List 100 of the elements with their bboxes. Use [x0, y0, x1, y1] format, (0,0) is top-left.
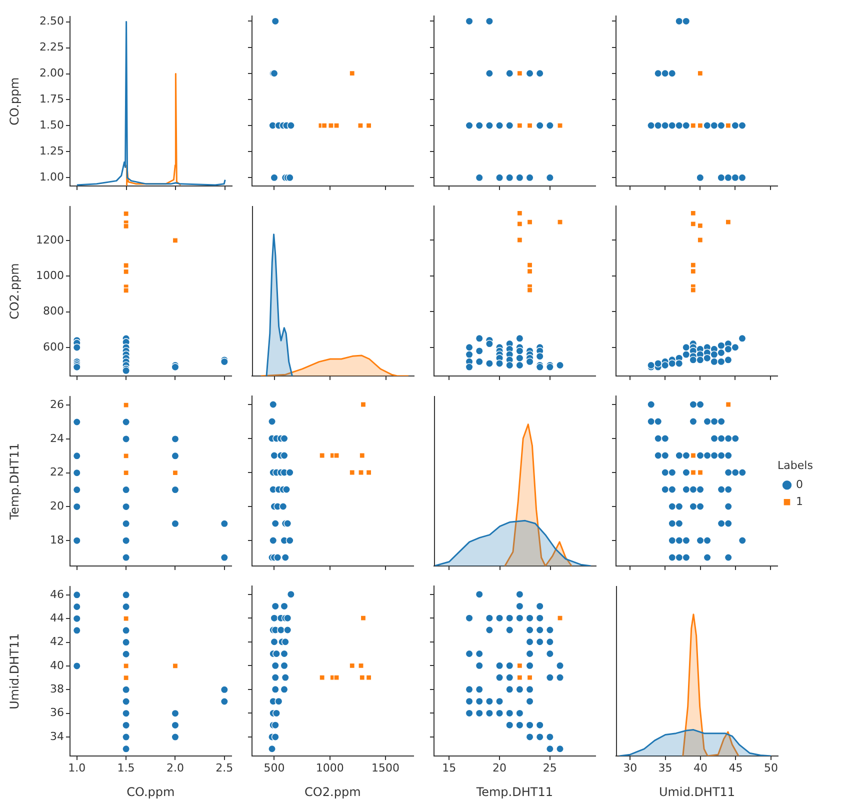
point: [286, 590, 295, 598]
point: [696, 356, 704, 364]
point: [682, 350, 690, 358]
point: [485, 69, 494, 78]
point: [358, 122, 364, 128]
point: [526, 174, 534, 182]
point: [271, 602, 280, 610]
y-tick-label: 20: [50, 500, 64, 513]
point: [546, 626, 554, 634]
point: [654, 122, 662, 130]
point: [123, 288, 129, 294]
point: [689, 356, 698, 364]
point: [286, 122, 295, 130]
point: [334, 674, 340, 680]
point: [280, 602, 288, 610]
point: [696, 486, 704, 494]
x-axis-title: Umid.DHT11: [658, 784, 736, 799]
y-tick-label: 26: [50, 398, 64, 411]
point: [506, 361, 514, 370]
point: [647, 122, 656, 130]
y-tick-label: 1.50: [40, 118, 64, 132]
point: [546, 674, 554, 682]
point: [682, 468, 690, 476]
point: [526, 674, 533, 680]
point: [72, 590, 81, 599]
y-tick-label: 36: [50, 706, 64, 720]
point: [485, 340, 494, 348]
point: [122, 638, 130, 646]
point: [72, 418, 81, 426]
point: [682, 554, 690, 562]
point: [516, 602, 524, 610]
point: [271, 685, 280, 694]
point: [122, 698, 130, 706]
point: [526, 662, 534, 670]
point: [516, 361, 524, 370]
point: [122, 590, 130, 599]
point: [281, 638, 290, 646]
point: [220, 554, 228, 562]
point: [668, 486, 676, 494]
point: [738, 122, 746, 130]
point: [668, 69, 676, 78]
x-tick-label: 45: [728, 761, 743, 774]
point: [731, 468, 740, 476]
x-tick-label: 1500: [371, 761, 400, 774]
y-tick-label: 1.25: [40, 144, 64, 158]
point: [475, 122, 484, 130]
point: [556, 361, 564, 370]
point: [724, 502, 732, 510]
point: [703, 354, 712, 362]
point: [526, 638, 534, 646]
x-tick-label: 2.0: [166, 761, 184, 774]
point: [496, 174, 504, 182]
y-tick-label: 34: [50, 730, 64, 743]
point: [122, 602, 130, 611]
point: [269, 536, 278, 544]
point: [675, 122, 684, 130]
point: [668, 554, 676, 562]
point: [516, 709, 524, 718]
point: [274, 554, 282, 562]
point: [72, 662, 81, 670]
point: [717, 358, 726, 366]
point: [536, 602, 544, 610]
point: [696, 536, 704, 544]
point: [475, 662, 484, 670]
x-tick-label: 15: [442, 761, 456, 774]
point: [526, 650, 534, 658]
point: [282, 486, 290, 494]
point: [72, 452, 81, 460]
y-tick-label: 18: [50, 533, 64, 546]
point: [496, 674, 504, 682]
point: [475, 358, 484, 366]
point: [675, 360, 684, 368]
point: [271, 674, 280, 682]
point: [731, 174, 740, 182]
y-tick-label: 1200: [36, 233, 64, 246]
point: [465, 350, 474, 358]
point: [272, 650, 280, 658]
point: [647, 400, 656, 408]
point: [654, 452, 662, 460]
point: [647, 418, 656, 426]
point: [465, 685, 474, 694]
point: [556, 674, 564, 682]
point: [171, 709, 180, 718]
point: [710, 434, 718, 442]
point: [536, 122, 544, 130]
point: [717, 486, 726, 494]
y-tick-label: 24: [50, 432, 64, 445]
point: [280, 685, 288, 694]
x-tick-label: 1.0: [68, 761, 86, 774]
point: [536, 69, 544, 78]
point: [675, 536, 684, 544]
point: [122, 650, 130, 658]
point: [496, 709, 504, 718]
point: [172, 663, 178, 669]
point: [724, 452, 732, 460]
point: [556, 744, 564, 753]
point: [171, 486, 180, 494]
point: [280, 452, 288, 460]
point: [465, 122, 474, 130]
point: [689, 400, 698, 408]
